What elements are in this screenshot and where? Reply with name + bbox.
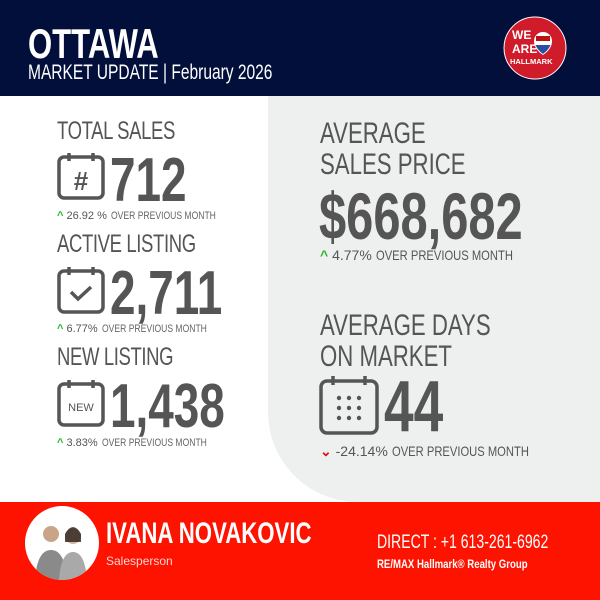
direct-phone[interactable]: DIRECT : +1 613-261-6962 bbox=[377, 532, 600, 553]
footer-role: Salesperson bbox=[106, 554, 173, 568]
stats-left-2-label: NEW LISTING bbox=[57, 343, 174, 371]
date: February 2026 bbox=[171, 61, 273, 84]
agent-role: Salesperson bbox=[106, 554, 173, 568]
footer-name: IVANA NOVAKOVIC bbox=[106, 517, 312, 550]
calendar-days-icon bbox=[319, 375, 379, 435]
stats-right-1-label-line2: ON MARKET bbox=[320, 340, 452, 373]
avg-price-change: ^ 4.77% OVER PREVIOUS MONTH bbox=[320, 247, 547, 263]
svg-text:HALLMARK: HALLMARK bbox=[510, 57, 553, 66]
up-arrow-icon: ^ bbox=[57, 210, 64, 222]
stats-left-0-change: 26.92 % bbox=[66, 210, 107, 222]
total-sales-value: 712 bbox=[110, 146, 213, 215]
header-banner bbox=[0, 0, 600, 96]
up-arrow-icon: ^ bbox=[320, 247, 329, 263]
stats-left-1-label: ACTIVE LISTING bbox=[57, 230, 196, 258]
stats-right-1-value: 44 bbox=[384, 367, 444, 447]
active-listing-label: ACTIVE LISTING bbox=[57, 230, 244, 259]
svg-text:WE: WE bbox=[512, 28, 531, 42]
stats-left-1-change: 6.77% bbox=[66, 323, 98, 335]
stats-right-0-value: $668,682 bbox=[319, 179, 523, 253]
active-listing-value: 2,711 bbox=[110, 259, 262, 328]
stats-left-2-change-label: OVER PREVIOUS MONTH bbox=[101, 437, 207, 449]
calendar-new-icon: NEW bbox=[57, 379, 105, 427]
down-arrow-icon: ⌄ bbox=[320, 443, 332, 459]
market-update-line: MARKET UPDATE | February 2026 bbox=[28, 62, 358, 83]
stats-right-0-change: 4.77% bbox=[332, 247, 372, 263]
active-listing-change: ^ 6.77% OVER PREVIOUS MONTH bbox=[57, 323, 236, 335]
avg-days-value: 44 bbox=[384, 367, 464, 447]
footer-direct: DIRECT : +1 613-261-6962 bbox=[377, 532, 549, 553]
new-listing-value: 1,438 bbox=[110, 372, 265, 441]
total-sales-label: TOTAL SALES bbox=[57, 117, 216, 146]
stats-left-1-value: 2,711 bbox=[110, 259, 223, 328]
avg-price-label: AVERAGE SALES PRICE bbox=[320, 118, 517, 180]
company-name: RE/MAX Hallmark® Realty Group bbox=[377, 557, 565, 571]
agent-name: IVANA NOVAKOVIC bbox=[106, 518, 384, 550]
separator: | bbox=[163, 61, 168, 84]
stats-left-2-value: 1,438 bbox=[110, 372, 225, 441]
agent-footer bbox=[0, 502, 600, 600]
svg-text:#: # bbox=[74, 166, 89, 196]
right-panel bbox=[268, 96, 600, 502]
stats-left-0-value: 712 bbox=[110, 146, 187, 215]
up-arrow-icon: ^ bbox=[57, 323, 64, 335]
svg-text:NEW: NEW bbox=[68, 402, 94, 414]
city-title-text: OTTAWA bbox=[28, 20, 159, 67]
stats-right-0-label-line1: AVERAGE bbox=[320, 117, 426, 150]
new-listing-label: NEW LISTING bbox=[57, 343, 214, 372]
stats-right-1-label-line1: AVERAGE DAYS bbox=[320, 309, 491, 342]
stats-right-0-change-label: OVER PREVIOUS MONTH bbox=[375, 247, 513, 263]
avg-days-change: ⌄ -24.14% OVER PREVIOUS MONTH bbox=[320, 443, 563, 460]
stats-left-0-label: TOTAL SALES bbox=[57, 117, 175, 145]
stats-left-2-change: 3.83% bbox=[66, 437, 98, 449]
avg-price-value: $668,682 bbox=[319, 179, 594, 253]
calendar-check-icon bbox=[57, 266, 105, 314]
subtitle: MARKET UPDATE bbox=[28, 61, 159, 84]
svg-text:ARE: ARE bbox=[512, 42, 537, 56]
total-sales-change: ^ 26.92 % OVER PREVIOUS MONTH bbox=[57, 210, 245, 222]
up-arrow-icon: ^ bbox=[57, 437, 64, 449]
footer-company: RE/MAX Hallmark® Realty Group bbox=[377, 557, 528, 571]
calendar-hash-icon: # bbox=[57, 152, 105, 200]
stats-left-1-change-label: OVER PREVIOUS MONTH bbox=[101, 323, 207, 335]
stats-right-0-label-line2: SALES PRICE bbox=[320, 148, 466, 181]
stats-left-0-change-label: OVER PREVIOUS MONTH bbox=[110, 210, 216, 222]
new-listing-change: ^ 3.83% OVER PREVIOUS MONTH bbox=[57, 437, 236, 449]
avg-days-label: AVERAGE DAYS ON MARKET bbox=[320, 310, 551, 372]
stats-right-1-change-label: OVER PREVIOUS MONTH bbox=[391, 443, 529, 459]
stats-right-1-change: -24.14% bbox=[335, 443, 388, 459]
agent-avatar bbox=[25, 506, 99, 580]
hallmark-logo: WE ARE HALLMARK bbox=[503, 16, 567, 80]
city-title: OTTAWA bbox=[28, 20, 205, 67]
